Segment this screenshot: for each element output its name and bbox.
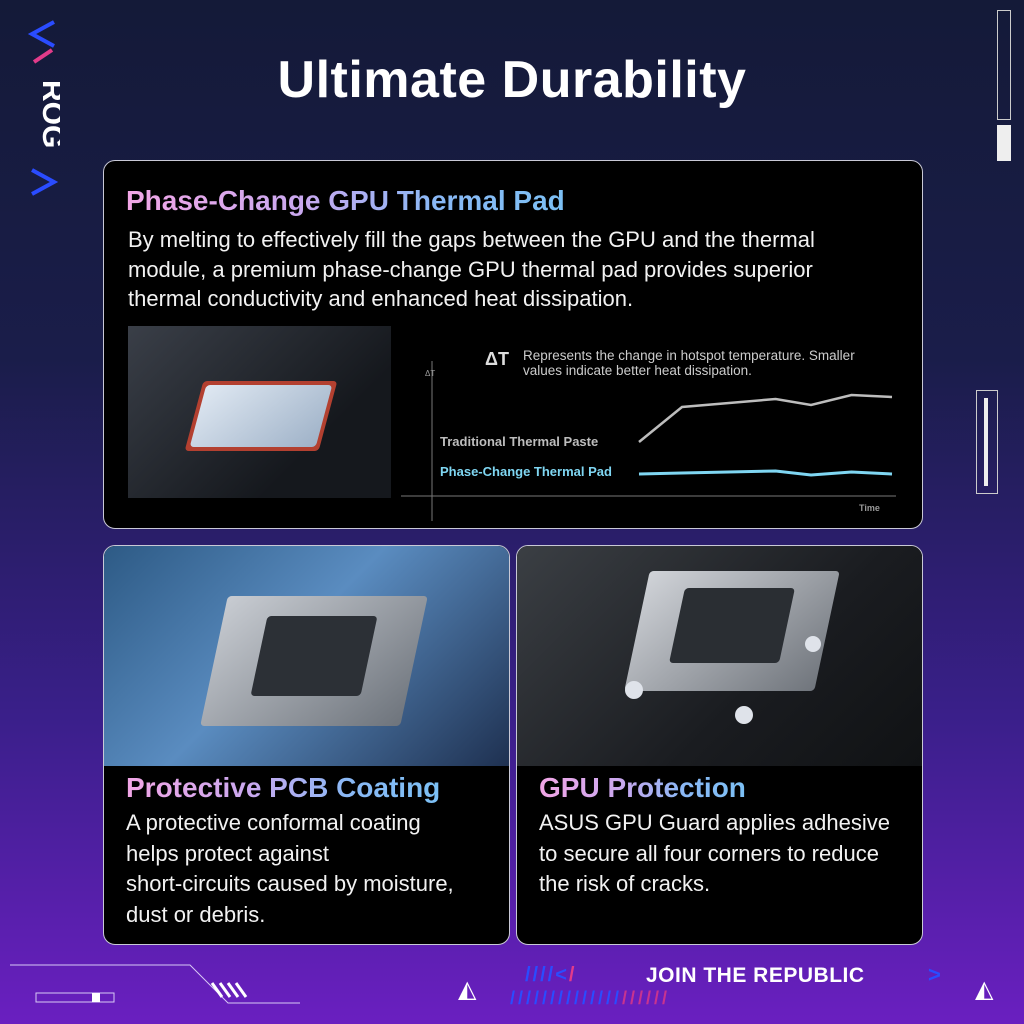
pcb-coating-photo: [104, 546, 509, 766]
card-gpu-protection: GPU Protection ASUS GPU Guard applies ad…: [516, 545, 923, 945]
rog-logo: ROG: [26, 20, 69, 200]
body-line: A protective conformal coating: [126, 810, 421, 835]
card-body: A protective conformal coating helps pro…: [126, 808, 454, 930]
series-line-0: [638, 393, 893, 443]
body-line: dust or debris.: [126, 901, 266, 927]
x-axis-label: Time: [859, 503, 880, 513]
card-title: Phase-Change GPU Thermal Pad: [126, 185, 565, 216]
card-title: Protective PCB Coating: [126, 772, 441, 803]
footer-slogan: JOIN THE REPUBLIC: [646, 964, 865, 987]
card-pcb-coating: Protective PCB Coating A protective conf…: [103, 545, 510, 945]
series-line-1: [638, 469, 893, 477]
card-body: ASUS GPU Guard applies adhesive to secur…: [539, 808, 890, 900]
chart-note-line: values indicate better heat dissipation.: [523, 363, 752, 378]
series-label: Phase-Change Thermal Pad: [440, 464, 612, 479]
body-line: ASUS GPU Guard applies adhesive: [539, 810, 890, 835]
gpu-guard-photo: [517, 546, 922, 766]
y-axis-label: ΔT: [425, 369, 435, 378]
thermal-pad-photo: [128, 326, 391, 498]
thermal-chart: ΔT Time ΔT Represents the change in hotspot…: [401, 348, 896, 521]
slogan-chevron: >: [928, 962, 941, 987]
slogan-stripes: ////</: [525, 964, 577, 986]
footer-left-decoration: [0, 955, 320, 1015]
chart-note-line: Represents the change in hotspot tempera…: [523, 348, 855, 363]
rog-eye-logo: ◭: [458, 976, 477, 1003]
page-title: Ultimate Durability: [277, 51, 747, 109]
card-title: GPU Protection: [539, 772, 746, 803]
card-body: By melting to effectively fill the gaps …: [128, 225, 815, 314]
body-line: to secure all four corners to reduce: [539, 840, 879, 866]
body-line: helps protect against: [126, 840, 330, 866]
legend-symbol: ΔT: [485, 349, 509, 369]
series-label: Traditional Thermal Paste: [440, 434, 598, 449]
body-line: short-circuits caused by moisture,: [126, 871, 454, 896]
card-thermal-pad: Phase-Change GPU Thermal Pad By melting …: [103, 160, 923, 529]
right-decoration: [972, 10, 1022, 500]
rog-eye-logo: ◭: [975, 976, 994, 1003]
body-line: module, a premium phase-change GPU therm…: [128, 256, 813, 282]
slogan-stripes-bottom: ////////////////////: [510, 988, 671, 1008]
body-line: By melting to effectively fill the gaps …: [128, 227, 815, 252]
body-line: thermal conductivity and enhanced heat d…: [128, 286, 634, 311]
body-line: the risk of cracks.: [539, 871, 711, 896]
